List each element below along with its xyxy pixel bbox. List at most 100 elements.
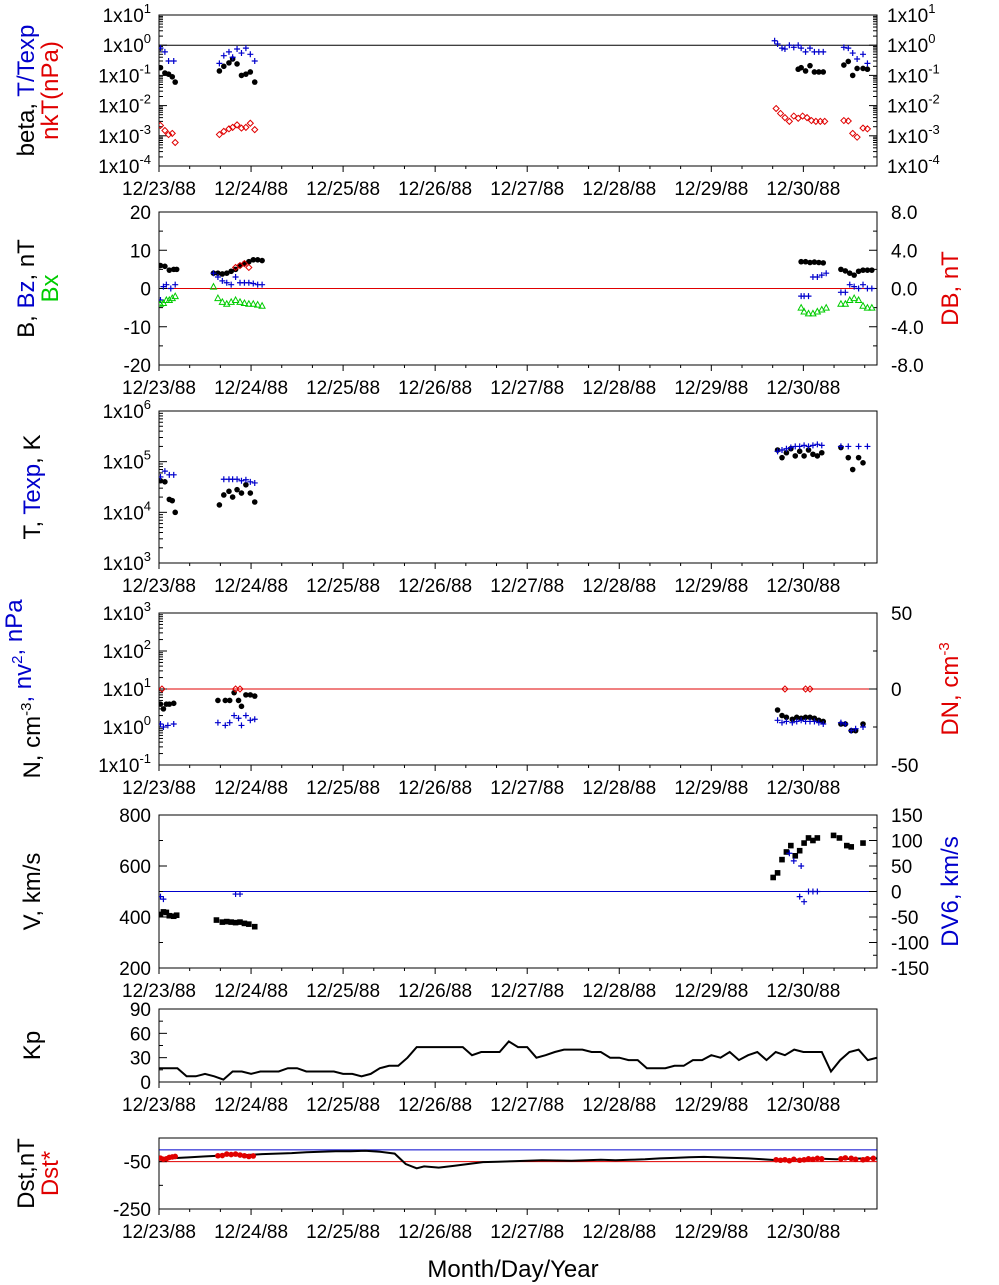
data-point — [216, 502, 223, 508]
data-point — [162, 479, 168, 485]
data-point — [173, 266, 180, 273]
data-point — [849, 466, 856, 473]
series-group — [159, 441, 871, 516]
data-point — [792, 853, 799, 859]
x-tick-label: 12/29/88 — [674, 576, 748, 597]
data-point — [242, 45, 249, 52]
data-point — [218, 297, 227, 305]
data-point — [852, 1156, 859, 1163]
data-point — [221, 63, 227, 70]
panel-0: 12/23/88 12/24/88 12/25/88 12/26/88 12/27/88… — [13, 1, 940, 200]
series-group — [159, 37, 872, 147]
data-point — [840, 116, 848, 125]
y-tick-label: 0 — [891, 883, 902, 904]
x-tick-label: 12/30/88 — [766, 981, 840, 1002]
x-tick-label: 12/24/88 — [214, 1222, 288, 1243]
data-point — [860, 281, 867, 288]
data-point — [165, 295, 174, 303]
data-point — [810, 1156, 816, 1163]
series-group — [159, 832, 866, 930]
data-point — [793, 714, 800, 721]
data-point — [776, 109, 785, 118]
data-point — [815, 719, 822, 726]
data-point — [820, 260, 827, 266]
data-point — [231, 295, 240, 303]
y-tick-label: 1x101 — [103, 675, 151, 701]
data-point — [223, 270, 230, 277]
data-point — [222, 697, 229, 704]
data-point — [783, 849, 790, 855]
data-point — [170, 913, 177, 920]
y-tick-label: 1x102 — [103, 637, 151, 663]
data-point — [163, 909, 170, 916]
data-point — [830, 832, 837, 839]
data-point — [860, 51, 867, 58]
data-point — [228, 919, 234, 925]
data-point — [796, 1157, 803, 1164]
data-point — [845, 58, 852, 65]
data-point — [785, 117, 794, 126]
data-point — [234, 61, 240, 67]
data-point — [786, 42, 793, 49]
panel-1: 12/23/88 12/24/88 12/25/88 12/26/88 12/27/88… — [13, 203, 964, 399]
data-point — [774, 707, 781, 713]
data-point — [851, 272, 857, 278]
data-point — [238, 50, 245, 57]
y-tick-label: -8.0 — [891, 356, 924, 377]
data-point — [161, 48, 168, 55]
data-point — [234, 476, 241, 483]
data-point — [232, 266, 239, 273]
data-point — [235, 715, 242, 722]
data-point — [786, 1157, 793, 1164]
y-tick-label: 1x10-1 — [887, 61, 940, 87]
x-tick-label: 12/27/88 — [490, 778, 564, 799]
x-tick-label: 12/23/88 — [122, 179, 196, 200]
y-tick-label: 1x100 — [103, 31, 151, 57]
y-tick-label: 1x10-1 — [98, 751, 151, 777]
data-point — [247, 69, 254, 75]
data-point — [160, 896, 167, 903]
data-point — [251, 79, 258, 85]
data-point — [235, 697, 242, 704]
data-point — [246, 119, 255, 127]
series-group — [159, 1149, 877, 1170]
data-point — [844, 842, 850, 849]
y-tick-label: 1x103 — [103, 599, 151, 625]
data-point — [772, 104, 780, 113]
data-point — [801, 442, 808, 449]
data-point — [779, 446, 786, 453]
data-point — [247, 717, 254, 724]
data-point — [801, 1156, 807, 1163]
data-point — [864, 1156, 871, 1162]
data-point — [233, 121, 241, 129]
x-tick-label: 12/30/88 — [766, 576, 840, 597]
data-point — [846, 281, 853, 288]
plot-frame — [158, 410, 878, 564]
y-tick-label: 1x100 — [887, 31, 935, 57]
data-point — [215, 130, 224, 139]
y-tick-label: 1x10-3 — [98, 122, 151, 148]
data-point — [238, 703, 245, 710]
data-point — [841, 299, 850, 307]
y-axis-title: Dst* — [37, 1151, 64, 1196]
data-point — [837, 299, 845, 307]
data-point — [805, 835, 812, 841]
data-point — [162, 263, 168, 270]
data-point — [783, 449, 790, 456]
data-point — [241, 920, 248, 927]
y-tick-label: -250 — [113, 1200, 151, 1221]
x-tick-label: 12/25/88 — [306, 576, 380, 597]
y-axis-title: nkT(nPa) — [37, 41, 64, 140]
x-tick-label: 12/27/88 — [490, 378, 564, 399]
x-tick-label: 12/29/88 — [674, 1095, 748, 1116]
data-point — [238, 490, 245, 496]
data-point — [226, 697, 233, 704]
x-tick-label: 12/30/88 — [766, 1095, 840, 1116]
y-tick-label: 1x101 — [103, 1, 151, 27]
data-point — [226, 719, 233, 726]
y-tick-label: 4.0 — [891, 241, 917, 262]
y-tick-label: 0 — [140, 280, 151, 301]
data-point — [840, 44, 847, 51]
data-point — [802, 258, 809, 265]
